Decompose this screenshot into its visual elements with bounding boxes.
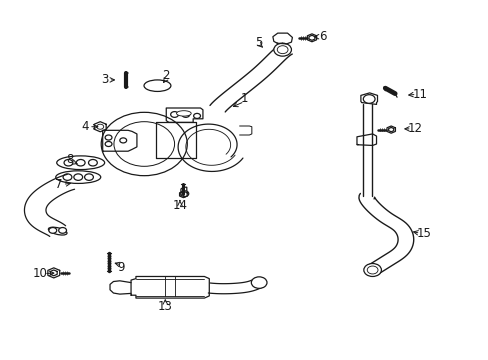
Circle shape [363, 264, 381, 276]
Text: 14: 14 [172, 199, 187, 212]
Circle shape [181, 191, 188, 197]
Text: 4: 4 [81, 120, 89, 133]
Circle shape [97, 124, 103, 129]
Text: 11: 11 [412, 88, 427, 101]
Circle shape [120, 138, 126, 143]
Text: 15: 15 [416, 227, 431, 240]
Text: 12: 12 [407, 122, 422, 135]
Ellipse shape [176, 111, 191, 116]
Circle shape [193, 113, 200, 118]
Text: 8: 8 [66, 153, 74, 166]
Ellipse shape [56, 171, 101, 184]
Circle shape [59, 228, 66, 233]
Text: 5: 5 [255, 36, 263, 49]
Text: 3: 3 [101, 73, 109, 86]
Circle shape [88, 159, 97, 166]
Text: 2: 2 [162, 69, 170, 82]
Circle shape [84, 174, 93, 180]
Circle shape [114, 122, 174, 166]
Ellipse shape [57, 156, 104, 170]
Circle shape [101, 112, 187, 176]
Text: 13: 13 [158, 300, 172, 313]
Ellipse shape [144, 80, 171, 91]
Circle shape [277, 46, 287, 54]
Circle shape [64, 159, 73, 166]
Circle shape [105, 135, 112, 140]
Text: 10: 10 [33, 267, 47, 280]
Circle shape [105, 141, 112, 147]
Text: 9: 9 [117, 261, 125, 274]
Text: 7: 7 [55, 178, 62, 191]
Text: 1: 1 [240, 93, 248, 105]
Ellipse shape [48, 227, 67, 235]
Circle shape [63, 174, 72, 180]
Circle shape [170, 112, 178, 117]
Circle shape [182, 112, 189, 117]
Circle shape [76, 159, 85, 166]
Circle shape [273, 43, 291, 56]
Circle shape [74, 174, 82, 180]
Circle shape [366, 266, 377, 274]
Text: 6: 6 [318, 30, 326, 43]
Circle shape [363, 95, 374, 103]
Circle shape [251, 277, 266, 288]
Circle shape [49, 228, 57, 233]
